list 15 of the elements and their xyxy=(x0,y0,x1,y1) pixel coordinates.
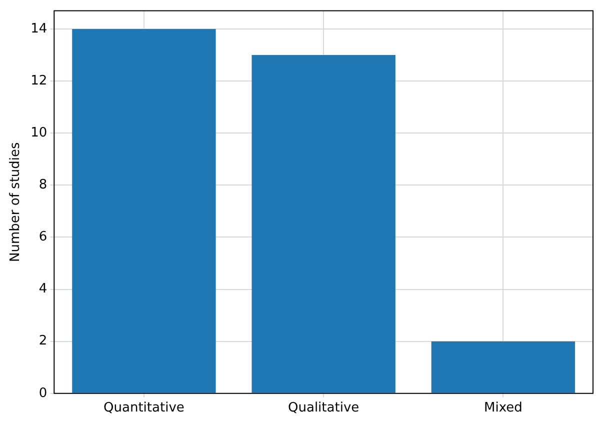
x-tick-label: Mixed xyxy=(484,400,522,416)
y-tick-label: 8 xyxy=(38,178,48,193)
y-tick-label: 12 xyxy=(30,73,48,88)
bar xyxy=(252,55,396,393)
y-tick-label: 0 xyxy=(38,386,48,401)
y-tick-label: 2 xyxy=(38,334,48,349)
x-tick-label: Qualitative xyxy=(288,400,360,416)
bar xyxy=(72,29,216,393)
bar xyxy=(431,341,576,393)
y-axis-title: Number of studies xyxy=(8,142,24,262)
y-tick-label: 4 xyxy=(38,282,48,297)
y-tick-label: 14 xyxy=(30,21,48,36)
x-tick-label: Quantitative xyxy=(104,400,184,416)
y-tick-label: 6 xyxy=(38,230,48,245)
y-tick-label: 10 xyxy=(30,126,48,141)
